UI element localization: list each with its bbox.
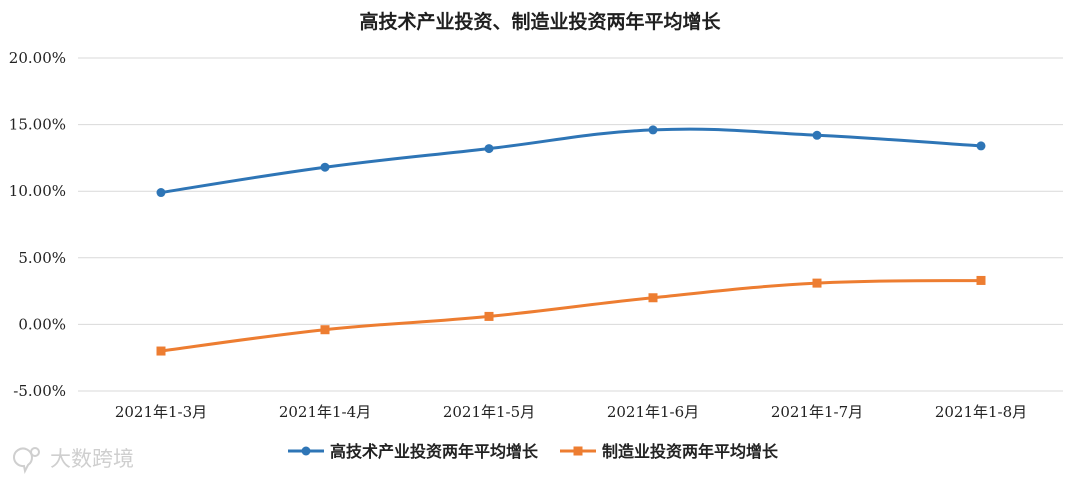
y-tick-label: 10.00%	[9, 182, 66, 200]
legend-marker	[301, 446, 311, 456]
legend-label: 高技术产业投资两年平均增长	[330, 442, 539, 461]
gridlines	[78, 57, 1063, 392]
y-tick-label: 20.00%	[9, 49, 66, 67]
series-lines	[160, 127, 982, 353]
data-point	[812, 278, 822, 288]
y-tick-label: -5.00%	[13, 382, 66, 400]
x-tick-label: 2021年1-5月	[443, 403, 535, 421]
x-tick-label: 2021年1-4月	[279, 403, 371, 421]
data-point	[156, 188, 166, 198]
x-tick-label: 2021年1-3月	[115, 403, 207, 421]
data-point	[156, 346, 166, 356]
data-point	[648, 125, 658, 135]
watermark: 大数跨境	[12, 447, 134, 475]
data-point	[320, 162, 330, 172]
data-point	[484, 311, 494, 321]
data-point	[320, 325, 330, 335]
data-point	[812, 130, 822, 140]
series-line-1	[160, 278, 982, 353]
data-point	[976, 275, 986, 285]
series-markers	[156, 125, 986, 356]
y-axis-ticks: 20.00% 15.00% 10.00% 5.00% 0.00% -5.00%	[9, 49, 66, 400]
x-axis-ticks: 2021年1-3月 2021年1-4月 2021年1-5月 2021年1-6月 2021…	[115, 403, 1027, 421]
chart-title: 高技术产业投资、制造业投资两年平均增长	[359, 10, 721, 33]
legend-marker	[573, 446, 583, 456]
data-point	[484, 144, 494, 154]
x-tick-label: 2021年1-6月	[607, 403, 699, 421]
y-tick-label: 5.00%	[18, 249, 66, 267]
y-tick-label: 15.00%	[9, 116, 66, 134]
x-tick-label: 2021年1-7月	[771, 403, 863, 421]
data-point	[648, 293, 658, 303]
data-point	[976, 141, 986, 151]
y-tick-label: 0.00%	[18, 315, 66, 333]
legend-label: 制造业投资两年平均增长	[602, 442, 779, 461]
x-tick-label: 2021年1-8月	[935, 403, 1027, 421]
legend: 高技术产业投资两年平均增长 制造业投资两年平均增长	[288, 442, 779, 461]
watermark-logo-icon	[12, 447, 40, 475]
series-line-0	[160, 127, 982, 195]
watermark-text: 大数跨境	[50, 447, 134, 471]
